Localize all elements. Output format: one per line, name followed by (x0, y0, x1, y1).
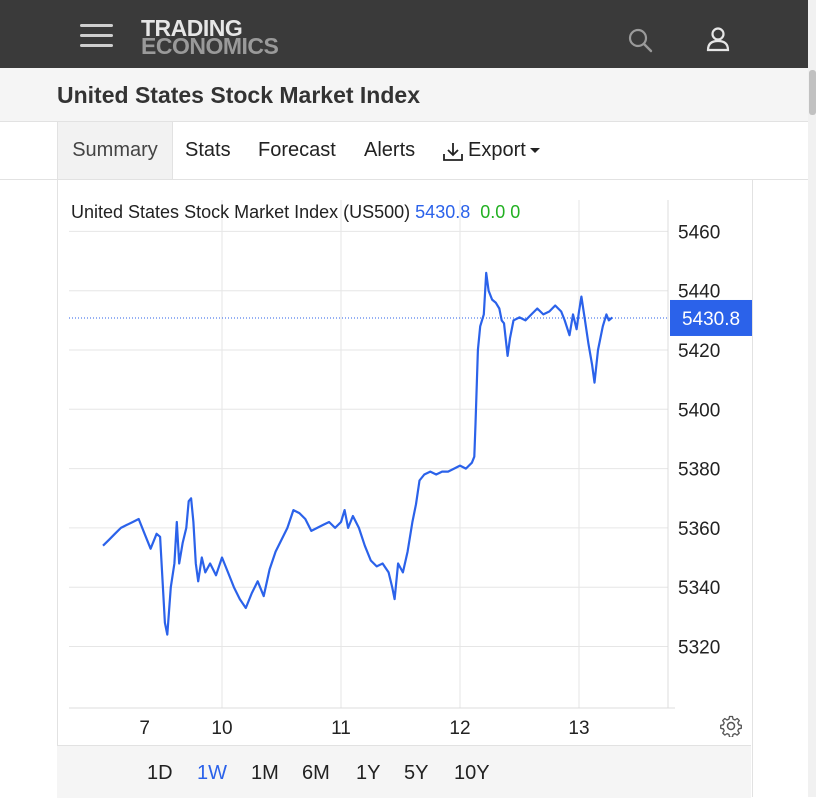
tab-export-label: Export (468, 139, 526, 161)
y-tick-label: 5320 (678, 638, 720, 659)
tab-export[interactable]: Export (468, 122, 540, 179)
chart-change-pct: 0 (510, 202, 521, 222)
gear-icon[interactable] (720, 715, 742, 738)
chart-header: United States Stock Market Index (US500)… (71, 202, 520, 223)
range-1y[interactable]: 1Y (356, 762, 381, 784)
range-selector: 1D 1W 1M 6M 1Y 5Y 10Y (57, 745, 751, 798)
tab-summary-label: Summary (72, 139, 158, 161)
title-bar: United States Stock Market Index (0, 68, 808, 122)
series-line-0 (102, 271, 614, 636)
logo-line1: TRADING (141, 15, 243, 41)
y-tick-label: 5340 (678, 578, 720, 599)
x-tick-label: 13 (568, 718, 589, 739)
chart-price: 5430.8 (415, 202, 471, 222)
range-6m[interactable]: 6M (302, 762, 330, 784)
y-tick-label: 5360 (678, 519, 720, 540)
y-tick-label: 5460 (678, 222, 720, 243)
tab-stats-label: Stats (185, 139, 231, 161)
search-icon[interactable] (626, 26, 654, 54)
range-1m[interactable]: 1M (251, 762, 279, 784)
tab-forecast-label: Forecast (258, 139, 336, 161)
download-icon (442, 141, 464, 163)
y-tick-label: 5400 (678, 400, 720, 421)
top-navbar: TRADING ECONOMICS (0, 0, 808, 68)
tab-bar: Summary Stats Forecast Alerts Export (0, 122, 808, 180)
y-tick-label: 5420 (678, 341, 720, 362)
tab-alerts[interactable]: Alerts (364, 122, 415, 179)
logo[interactable]: TRADING ECONOMICS (141, 17, 311, 59)
menu-icon[interactable] (80, 24, 113, 48)
range-1w[interactable]: 1W (197, 762, 227, 784)
tab-summary[interactable]: Summary (57, 122, 173, 179)
current-price-label: 5430.8 (682, 309, 740, 330)
chart-panel (57, 180, 753, 797)
range-1d[interactable]: 1D (147, 762, 173, 784)
chart-series-name: United States Stock Market Index (US500) (71, 202, 411, 222)
x-tick-label: 10 (211, 718, 232, 739)
x-tick-label: 7 (139, 718, 150, 739)
y-tick-label: 5380 (678, 460, 720, 481)
x-tick-label: 11 (331, 718, 351, 739)
scrollbar-thumb[interactable] (809, 70, 816, 115)
tab-alerts-label: Alerts (364, 139, 416, 161)
chart-change: 0.0 (480, 202, 506, 222)
tab-forecast[interactable]: Forecast (258, 122, 336, 179)
logo-line2: ECONOMICS (141, 33, 279, 59)
range-10y[interactable]: 10Y (454, 762, 490, 784)
page-scrollbar[interactable] (808, 0, 816, 797)
caret-down-icon (529, 148, 540, 154)
current-price-badge (670, 299, 752, 336)
tab-stats[interactable]: Stats (185, 122, 231, 179)
y-tick-label: 5440 (678, 282, 720, 303)
user-icon[interactable] (704, 25, 732, 53)
page-title: United States Stock Market Index (57, 82, 420, 108)
range-5y[interactable]: 5Y (404, 762, 429, 784)
x-tick-label: 12 (449, 718, 470, 739)
